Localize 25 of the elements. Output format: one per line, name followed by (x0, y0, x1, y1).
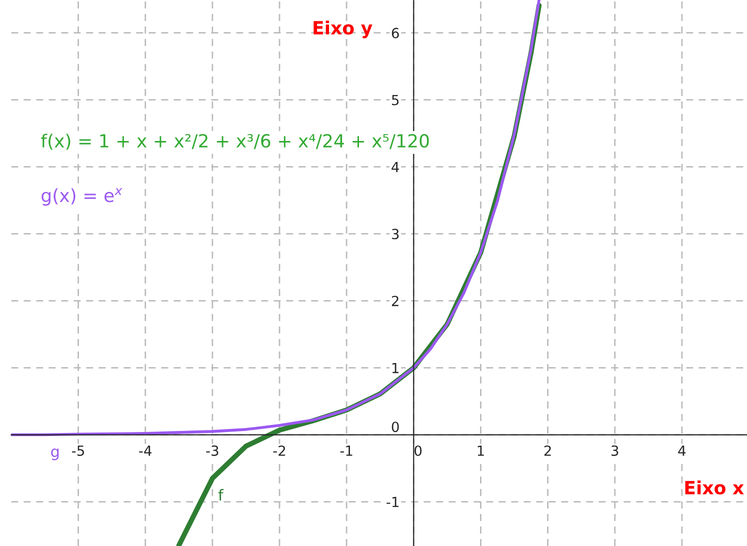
x-tick-label: 0 (414, 445, 422, 456)
series-label: f (218, 488, 224, 501)
y-tick-label: 3 (392, 228, 399, 240)
y-axis-title: Eixo y (314, 20, 372, 38)
x-tick-label: 1 (478, 446, 484, 456)
x-tick-label: -2 (273, 445, 286, 456)
x-tick-label: 4 (678, 446, 686, 456)
y-tick-label: 4 (392, 162, 399, 172)
x-axis-title: Eixo x (685, 480, 744, 494)
x-tick-label: -5 (72, 446, 84, 456)
y-tick-label: 5 (392, 94, 399, 106)
x-tick-label: -1 (340, 446, 352, 456)
line-series (11, 0, 540, 436)
x-tick-label: 2 (544, 445, 551, 456)
y-tick-label: 6 (392, 28, 399, 38)
series-label: g (51, 448, 59, 460)
annotation: f(x) = 1 + x + x²/2 + x³/6 + x⁴/24 + x⁵/120 (41, 134, 429, 150)
y-tick-label: -1 (386, 496, 398, 508)
y-tick-label: 1 (392, 362, 398, 374)
x-tick-label: 3 (612, 445, 618, 456)
y-tick-label: 0 (392, 422, 399, 432)
x-tick-label: -4 (139, 446, 152, 456)
y-tick-label: 2 (392, 296, 398, 306)
annotation: g(x) = e$^{x}$ (42, 188, 122, 206)
x-tick-label: -3 (206, 445, 218, 456)
